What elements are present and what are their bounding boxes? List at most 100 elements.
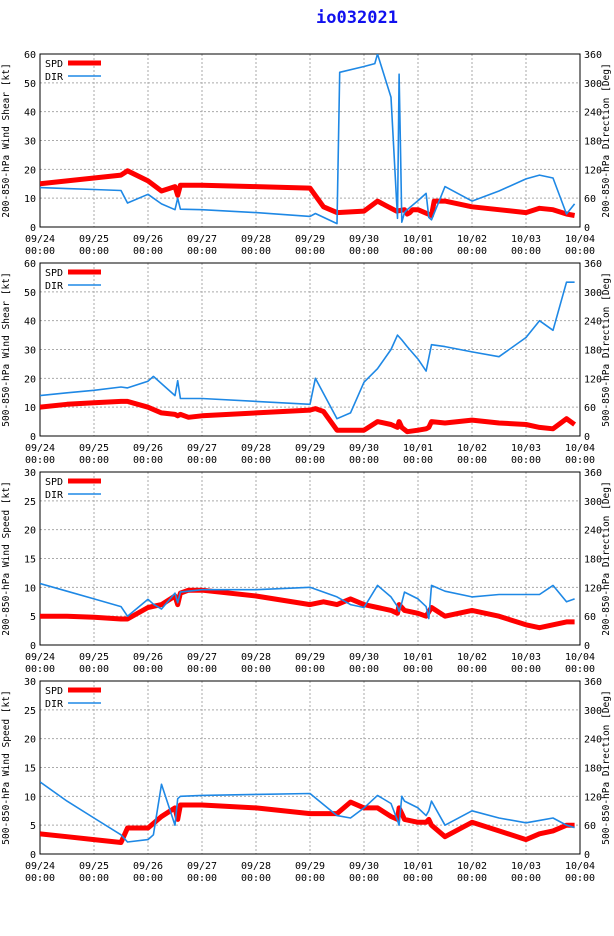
x-tick-label: 09/24 bbox=[25, 443, 55, 454]
legend-spd-label: SPD bbox=[45, 686, 63, 697]
x-tick-time: 00:00 bbox=[133, 246, 163, 257]
y-left-tick-label: 5 bbox=[30, 612, 36, 623]
x-tick-time: 00:00 bbox=[187, 455, 217, 466]
x-tick-label: 10/02 bbox=[457, 234, 487, 245]
x-tick-time: 00:00 bbox=[79, 873, 109, 884]
y-right-tick-label: 360 bbox=[584, 468, 602, 479]
y-left-tick-label: 20 bbox=[24, 374, 36, 385]
x-tick-label: 10/03 bbox=[511, 443, 541, 454]
x-tick-time: 00:00 bbox=[25, 455, 55, 466]
x-tick-time: 00:00 bbox=[133, 455, 163, 466]
y-left-axis-label: 200-850-hPa Wind Speed [kt] bbox=[1, 481, 12, 635]
x-tick-time: 00:00 bbox=[25, 873, 55, 884]
x-tick-label: 09/26 bbox=[133, 652, 163, 663]
y-left-tick-label: 25 bbox=[24, 497, 36, 508]
x-tick-label: 09/25 bbox=[79, 234, 109, 245]
x-tick-label: 09/26 bbox=[133, 861, 163, 872]
spd-series-line bbox=[40, 168, 576, 218]
x-tick-time: 00:00 bbox=[349, 664, 379, 675]
x-tick-label: 10/04 bbox=[565, 443, 595, 454]
y-left-tick-label: 30 bbox=[24, 677, 36, 688]
x-tick-time: 00:00 bbox=[403, 873, 433, 884]
x-tick-time: 00:00 bbox=[187, 664, 217, 675]
y-right-tick-label: 60 bbox=[584, 612, 596, 623]
x-tick-label: 09/28 bbox=[241, 652, 271, 663]
y-right-tick-label: 60 bbox=[584, 403, 596, 414]
x-tick-time: 00:00 bbox=[511, 664, 541, 675]
x-tick-label: 10/02 bbox=[457, 443, 487, 454]
x-tick-label: 09/28 bbox=[241, 234, 271, 245]
x-tick-time: 00:00 bbox=[187, 246, 217, 257]
x-tick-time: 00:00 bbox=[457, 664, 487, 675]
x-tick-label: 09/25 bbox=[79, 652, 109, 663]
legend-dir-label: DIR bbox=[45, 72, 64, 83]
x-tick-time: 00:00 bbox=[295, 455, 325, 466]
x-tick-label: 09/24 bbox=[25, 861, 55, 872]
y-left-tick-label: 0 bbox=[30, 641, 36, 652]
y-left-tick-label: 50 bbox=[24, 288, 36, 299]
y-right-tick-label: 300 bbox=[584, 706, 602, 717]
x-tick-label: 10/03 bbox=[511, 234, 541, 245]
y-left-tick-label: 30 bbox=[24, 468, 36, 479]
dir-series-line bbox=[40, 781, 575, 843]
x-tick-label: 09/27 bbox=[187, 443, 217, 454]
y-left-tick-label: 10 bbox=[24, 583, 36, 594]
legend-spd-label: SPD bbox=[45, 59, 63, 70]
x-tick-label: 09/30 bbox=[349, 234, 379, 245]
x-tick-time: 00:00 bbox=[133, 664, 163, 675]
x-tick-label: 10/04 bbox=[565, 234, 595, 245]
x-tick-label: 10/04 bbox=[565, 861, 595, 872]
x-tick-label: 09/25 bbox=[79, 443, 109, 454]
x-tick-label: 10/03 bbox=[511, 861, 541, 872]
y-right-tick-label: 120 bbox=[584, 792, 602, 803]
legend-dir-label: DIR bbox=[45, 281, 64, 292]
x-tick-label: 09/27 bbox=[187, 861, 217, 872]
plot-frame bbox=[39, 471, 581, 646]
y-right-tick-label: 120 bbox=[584, 374, 602, 385]
legend-spd-label: SPD bbox=[45, 268, 63, 279]
y-right-tick-label: 180 bbox=[584, 555, 602, 566]
y-left-tick-label: 0 bbox=[30, 432, 36, 443]
spd-series-line bbox=[40, 398, 577, 435]
y-left-tick-label: 10 bbox=[24, 792, 36, 803]
x-tick-time: 00:00 bbox=[565, 455, 595, 466]
x-tick-time: 00:00 bbox=[349, 246, 379, 257]
x-tick-time: 00:00 bbox=[511, 873, 541, 884]
y-left-tick-label: 20 bbox=[24, 165, 36, 176]
y-left-tick-label: 60 bbox=[24, 259, 36, 270]
y-left-axis-label: 500-850-hPa Wind Shear [kt] bbox=[1, 272, 12, 426]
dir-series-line bbox=[40, 582, 575, 620]
x-tick-label: 10/01 bbox=[403, 652, 433, 663]
y-left-tick-label: 10 bbox=[24, 403, 36, 414]
x-tick-time: 00:00 bbox=[241, 455, 271, 466]
panel-4: 09/2400:0009/2500:0009/2600:0009/2700:00… bbox=[1, 677, 612, 884]
y-left-tick-label: 30 bbox=[24, 346, 36, 357]
chart-title: io032021 bbox=[316, 8, 398, 28]
y-left-tick-label: 0 bbox=[30, 223, 36, 234]
y-right-axis-label: 200-850-hPa Direction [Deg] bbox=[601, 63, 612, 217]
legend-dir-label: DIR bbox=[45, 699, 64, 710]
plot-frame bbox=[39, 680, 581, 855]
y-right-tick-label: 120 bbox=[584, 165, 602, 176]
y-right-tick-label: 60 bbox=[584, 821, 596, 832]
plot-frame bbox=[39, 53, 581, 228]
x-tick-time: 00:00 bbox=[511, 246, 541, 257]
x-tick-time: 00:00 bbox=[349, 873, 379, 884]
dir-series-line bbox=[40, 54, 576, 225]
x-tick-label: 09/25 bbox=[79, 861, 109, 872]
x-tick-time: 00:00 bbox=[295, 664, 325, 675]
panel-2: 09/2400:0009/2500:0009/2600:0009/2700:00… bbox=[1, 259, 612, 466]
x-tick-label: 09/29 bbox=[295, 861, 325, 872]
x-tick-label: 09/24 bbox=[25, 652, 55, 663]
y-right-tick-label: 0 bbox=[584, 223, 590, 234]
x-tick-label: 09/27 bbox=[187, 234, 217, 245]
y-left-tick-label: 0 bbox=[30, 850, 36, 861]
x-tick-label: 09/27 bbox=[187, 652, 217, 663]
plot-frame bbox=[39, 262, 581, 437]
panel-3: 09/2400:0009/2500:0009/2600:0009/2700:00… bbox=[1, 468, 612, 675]
y-right-tick-label: 180 bbox=[584, 764, 602, 775]
y-right-tick-label: 0 bbox=[584, 641, 590, 652]
x-tick-label: 10/01 bbox=[403, 443, 433, 454]
x-tick-time: 00:00 bbox=[349, 455, 379, 466]
x-tick-label: 10/01 bbox=[403, 234, 433, 245]
